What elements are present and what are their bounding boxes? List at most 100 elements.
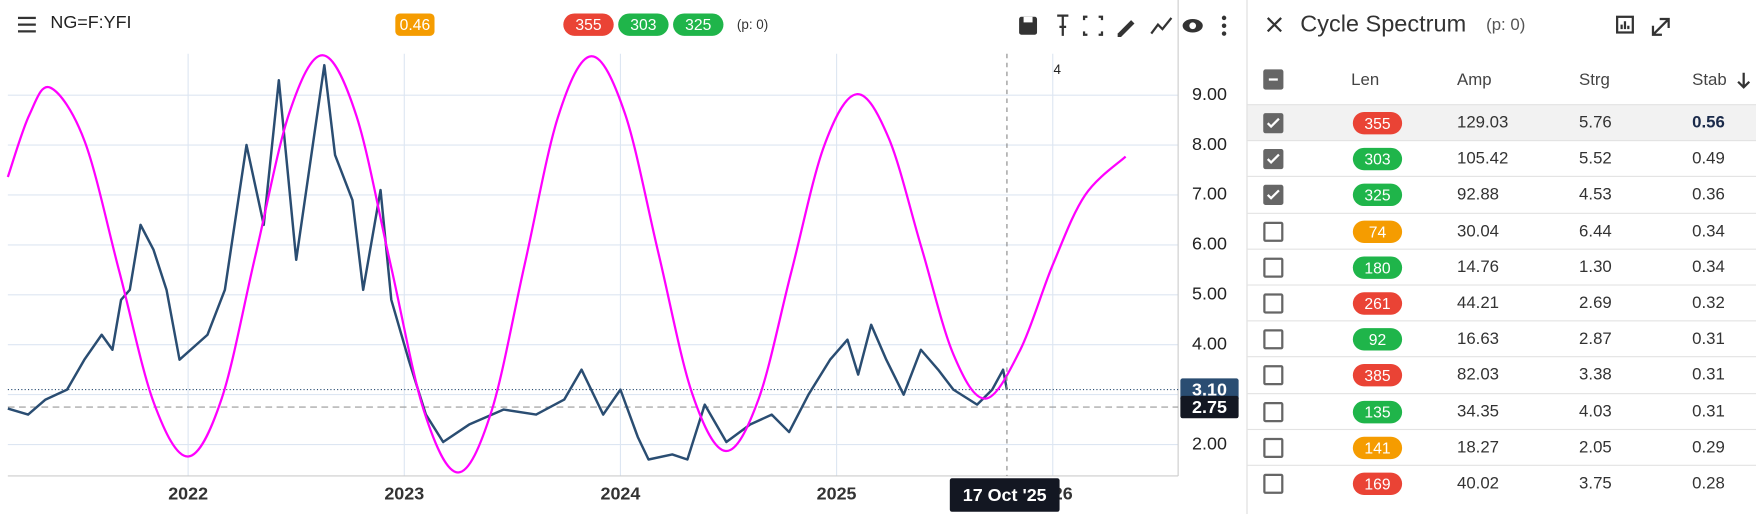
close-button[interactable] bbox=[1265, 16, 1283, 34]
sort-icon[interactable] bbox=[1736, 72, 1752, 90]
amp-cell: 16.63 bbox=[1456, 329, 1500, 349]
row-checkbox[interactable] bbox=[1263, 437, 1284, 458]
len-badge: 261 bbox=[1352, 292, 1403, 315]
stab-cell: 0.34 bbox=[1692, 221, 1725, 241]
amp-cell: 92.88 bbox=[1456, 185, 1500, 205]
y-tick-label: 4.00 bbox=[1192, 333, 1227, 353]
toolbar[interactable] bbox=[1014, 11, 1238, 40]
menu-icon[interactable] bbox=[17, 16, 38, 34]
row-checkbox[interactable] bbox=[1263, 401, 1284, 422]
strg-cell: 5.76 bbox=[1579, 113, 1612, 133]
stab-cell: 0.31 bbox=[1692, 329, 1725, 349]
row-checkbox[interactable] bbox=[1263, 257, 1284, 278]
strg-cell: 4.53 bbox=[1579, 185, 1612, 205]
len-badge: 355 bbox=[1352, 111, 1403, 135]
column-header: Strg bbox=[1579, 70, 1610, 90]
amp-cell: 34.35 bbox=[1456, 401, 1500, 421]
table-row: 74 30.04 6.44 0.34 bbox=[1247, 212, 1756, 249]
table-row: 141 18.27 2.05 0.29 bbox=[1247, 428, 1756, 466]
stab-cell: 0.34 bbox=[1692, 257, 1725, 277]
table-row: 325 92.88 4.53 0.36 bbox=[1247, 176, 1756, 213]
amp-cell: 82.03 bbox=[1456, 365, 1500, 385]
table-row: 385 82.03 3.38 0.31 bbox=[1247, 356, 1756, 394]
strg-cell: 2.05 bbox=[1579, 437, 1612, 457]
len-badge: 325 bbox=[1352, 184, 1403, 207]
crosshair-label-box bbox=[949, 478, 1060, 512]
stab-cell: 0.49 bbox=[1692, 149, 1725, 169]
x-tick-label: 2025 bbox=[817, 484, 857, 504]
y-tick-label: 8.00 bbox=[1192, 134, 1227, 154]
strg-cell: 5.52 bbox=[1579, 149, 1612, 169]
stab-cell: 0.56 bbox=[1692, 113, 1725, 133]
y-tick-label: 7.00 bbox=[1192, 184, 1227, 204]
strg-cell: 4.03 bbox=[1579, 401, 1612, 421]
row-checkbox[interactable] bbox=[1263, 149, 1284, 170]
cycle-badge: 355 bbox=[563, 13, 614, 36]
plot bbox=[7, 0, 1179, 477]
chart: 4 2.003.004.005.006.007.008.009.00202220… bbox=[6, 0, 1239, 512]
amp-cell: 18.27 bbox=[1456, 437, 1500, 457]
y-tick-label: 9.00 bbox=[1192, 84, 1227, 104]
table-row: 303 105.42 5.52 0.49 bbox=[1247, 140, 1756, 177]
panel-p-note: (p: 0) bbox=[1486, 15, 1526, 35]
y-tick-label: 6.00 bbox=[1192, 234, 1227, 254]
stab-cell: 0.36 bbox=[1692, 185, 1725, 205]
len-badge: 92 bbox=[1352, 328, 1403, 351]
strg-cell: 2.87 bbox=[1579, 329, 1612, 349]
strg-cell: 3.38 bbox=[1579, 365, 1612, 385]
len-badge: 169 bbox=[1352, 472, 1403, 495]
price-label-box bbox=[1180, 378, 1239, 401]
cycle-badge: 303 bbox=[618, 13, 669, 36]
x-tick-label: 2024 bbox=[601, 484, 641, 504]
annotation: 4 bbox=[1053, 62, 1061, 77]
len-badge: 135 bbox=[1352, 400, 1403, 423]
y-tick-label: 2.00 bbox=[1192, 433, 1227, 453]
column-header: Amp bbox=[1456, 70, 1492, 90]
amp-cell: 14.76 bbox=[1456, 257, 1500, 277]
row-checkbox[interactable] bbox=[1263, 221, 1284, 242]
stab-cell: 0.32 bbox=[1692, 293, 1725, 313]
table-row: 135 34.35 4.03 0.31 bbox=[1247, 392, 1756, 430]
stab-cell: 0.31 bbox=[1692, 401, 1725, 421]
cycle-badge: 325 bbox=[673, 13, 724, 36]
p-note: (p: 0) bbox=[736, 16, 769, 33]
table-row: 169 40.02 3.75 0.28 bbox=[1247, 464, 1756, 502]
amp-cell: 129.03 bbox=[1456, 113, 1509, 133]
x-tick-label: 2023 bbox=[384, 484, 424, 504]
panel-tools[interactable] bbox=[1615, 15, 1705, 37]
column-header: Stab bbox=[1692, 70, 1727, 90]
select-all[interactable] bbox=[1263, 69, 1284, 90]
amp-cell: 105.42 bbox=[1456, 149, 1509, 169]
price-label-box bbox=[1180, 395, 1239, 419]
strg-cell: 3.75 bbox=[1579, 473, 1612, 493]
strg-cell: 6.44 bbox=[1579, 221, 1612, 241]
len-badge: 385 bbox=[1352, 364, 1403, 387]
row-checkbox[interactable] bbox=[1263, 473, 1284, 494]
row-checkbox[interactable] bbox=[1263, 329, 1284, 350]
table-row: 92 16.63 2.87 0.31 bbox=[1247, 320, 1756, 358]
table-row: 261 44.21 2.69 0.32 bbox=[1247, 284, 1756, 321]
price-label: 2.75 bbox=[1192, 397, 1227, 417]
len-badge: 180 bbox=[1352, 256, 1403, 279]
price-label: 3.10 bbox=[1192, 379, 1227, 399]
row-checkbox[interactable] bbox=[1263, 113, 1284, 134]
price-line-series bbox=[7, 63, 1009, 461]
len-badge: 303 bbox=[1352, 148, 1403, 171]
crosshair-label: 17 Oct '25 bbox=[963, 485, 1047, 505]
row-checkbox[interactable] bbox=[1263, 185, 1284, 206]
table-row: 180 14.76 1.30 0.34 bbox=[1247, 248, 1756, 285]
symbol: NG=F:YFI bbox=[50, 13, 132, 33]
row-checkbox[interactable] bbox=[1263, 365, 1284, 386]
panel-title: Cycle Spectrum bbox=[1300, 11, 1467, 37]
len-badge: 74 bbox=[1352, 220, 1403, 243]
column-header: Len bbox=[1351, 70, 1380, 90]
stab-cell: 0.29 bbox=[1692, 437, 1725, 457]
row-checkbox[interactable] bbox=[1263, 293, 1284, 314]
len-badge: 141 bbox=[1352, 436, 1403, 459]
amp-cell: 44.21 bbox=[1456, 293, 1500, 313]
strg-cell: 1.30 bbox=[1579, 257, 1612, 277]
score-badge: 0.46 bbox=[395, 13, 435, 36]
